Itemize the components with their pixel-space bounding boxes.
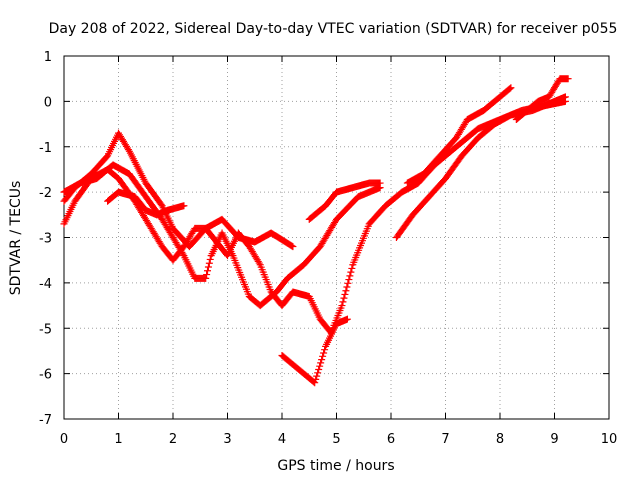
x-tick-label: 6 <box>387 432 395 447</box>
x-tick-label: 0 <box>60 432 68 447</box>
y-tick-label: -3 <box>39 232 52 247</box>
x-tick-label: 8 <box>496 432 504 447</box>
data-point <box>345 276 353 284</box>
data-point <box>319 352 327 360</box>
y-tick-label: -5 <box>39 322 52 337</box>
x-tick-label: 1 <box>114 432 122 447</box>
data-point <box>124 146 132 154</box>
data-point <box>348 264 356 272</box>
data-point <box>205 259 213 267</box>
x-tick-label: 2 <box>169 432 177 447</box>
x-tick-label: 7 <box>441 432 449 447</box>
data-point <box>203 271 211 279</box>
data-point <box>506 85 514 93</box>
data-point <box>204 267 212 275</box>
x-tick-label: 10 <box>601 432 618 447</box>
data-point <box>338 302 346 310</box>
data-point <box>313 372 321 380</box>
data-point <box>312 375 320 383</box>
data-point <box>289 243 297 251</box>
data-point <box>340 294 348 302</box>
series-track-6 <box>305 179 384 223</box>
series-track-8 <box>403 84 515 187</box>
chart-title: Day 208 of 2022, Sidereal Day-to-day VTE… <box>49 21 618 37</box>
data-point <box>347 268 355 276</box>
data-point <box>376 179 384 187</box>
series-track-1 <box>60 129 297 251</box>
y-tick-label: 0 <box>44 95 52 110</box>
data-point <box>180 202 188 210</box>
x-tick-label: 4 <box>278 432 286 447</box>
data-point <box>342 287 350 295</box>
data-point <box>321 346 329 354</box>
data-point <box>315 366 323 373</box>
data-point <box>564 75 572 83</box>
y-tick-label: -7 <box>39 413 52 428</box>
y-tick-label: -1 <box>39 141 52 156</box>
data-point <box>507 84 515 92</box>
series-track-5 <box>278 315 351 387</box>
data-point <box>202 274 210 282</box>
data-point <box>320 349 328 357</box>
x-tick-label: 5 <box>332 432 340 447</box>
data-marks <box>60 75 572 387</box>
x-tick-label: 3 <box>223 432 231 447</box>
data-point <box>204 263 212 271</box>
data-point <box>339 298 347 306</box>
y-tick-label: -4 <box>39 277 52 292</box>
data-point <box>288 242 296 250</box>
data-point <box>346 272 354 280</box>
data-point <box>255 259 263 267</box>
data-point <box>318 356 326 364</box>
data-point <box>314 369 322 377</box>
data-point <box>317 359 325 367</box>
data-point <box>561 93 569 101</box>
data-point <box>343 315 351 323</box>
series-track-2 <box>60 161 384 310</box>
data-point <box>344 279 352 287</box>
data-point <box>341 290 349 298</box>
x-axis-label: GPS time / hours <box>277 458 394 474</box>
y-tick-label: -2 <box>39 186 52 201</box>
x-tick-label: 9 <box>550 432 558 447</box>
data-point <box>343 283 351 291</box>
data-point <box>316 362 324 370</box>
series-track-9 <box>512 75 572 124</box>
data-point <box>311 379 319 387</box>
y-axis-label: SDTVAR / TECUs <box>8 181 24 296</box>
y-tick-label: 1 <box>44 50 52 65</box>
y-tick-label: -6 <box>39 368 52 383</box>
series-track-4 <box>104 188 188 219</box>
data-point <box>206 255 214 263</box>
